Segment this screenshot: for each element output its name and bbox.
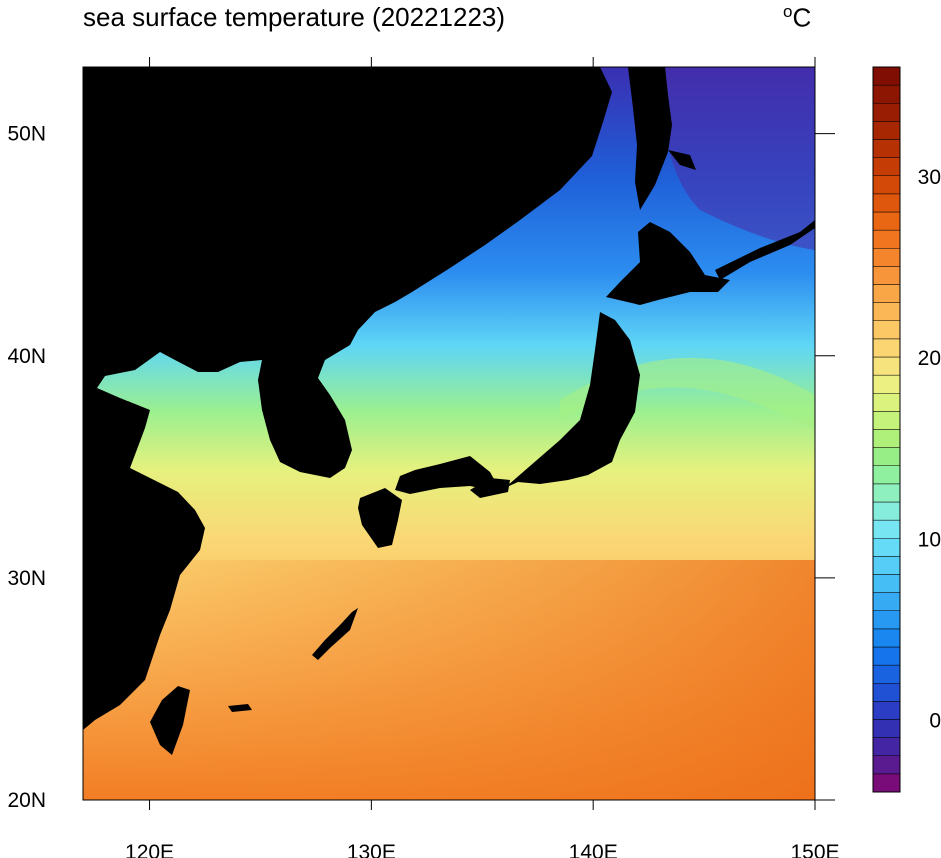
kuril-islands [715,220,815,280]
colorbar-swatch [872,664,901,684]
colorbar-swatch [872,139,901,158]
shikoku [470,478,510,498]
colorbar-swatch [872,737,901,756]
colorbar-swatch [872,248,901,267]
colorbar-swatch [872,411,901,430]
sakhalin [628,67,672,210]
colorbar-swatch [872,103,901,122]
colorbar-swatch [872,284,901,303]
colorbar-swatch [872,229,901,249]
degree-symbol: o [783,2,793,21]
colorbar-swatch [872,356,901,376]
colorbar-swatch [872,610,901,630]
colorbar-swatch [872,429,901,448]
lat-tick-label: 20N [7,789,46,812]
colorbar-tick-label: 0 [929,710,941,733]
colorbar-swatch [872,84,901,104]
map-title: sea surface temperature (20221223) [83,2,506,32]
colorbar-frame [872,66,901,793]
map-frame [82,66,816,801]
units-label: oC [783,2,811,34]
lat-tick-label: 40N [7,345,46,368]
colorbar-swatch [872,338,901,358]
map-axes: 120E 130E 140E 150E 20N 30N 40N 50N [7,57,840,858]
colorbar-swatch [872,320,901,340]
taiwan [150,686,190,755]
colorbar-swatch [872,266,901,285]
colorbar-swatch [872,302,901,321]
colorbar-swatch [872,755,901,775]
colorbar-swatch [872,519,901,539]
colorbar-swatch [872,393,901,412]
colorbar-swatch [872,501,901,521]
colorbar-swatch [872,773,901,793]
colorbar-swatch [872,66,901,86]
lon-tick-label: 120E [125,841,174,858]
colorbar-swatch [872,211,901,231]
map-plot-area [83,67,815,800]
units-letter: C [792,2,812,33]
colorbar-swatch [872,175,901,195]
colorbar-swatch [872,538,901,557]
colorbar-tick-label: 10 [918,528,941,551]
colorbar-swatch [872,121,901,140]
colorbar-swatch [872,157,901,176]
lat-tick-label: 30N [7,567,46,590]
cold-pool-shading [660,67,815,250]
colorbar-swatch [872,646,901,666]
hokkaido [606,222,730,305]
colorbar-tick-label: 30 [918,166,941,189]
colorbar-swatch [872,683,901,702]
colorbar-swatch [872,574,901,593]
colorbar-swatch [872,701,901,720]
warm-pool-shading [83,560,815,800]
colorbar-swatch [872,374,901,394]
colorbar-swatch [872,193,901,213]
lon-tick-label: 130E [347,841,396,858]
yaeyama-islands [228,704,252,712]
colorbar-swatch [872,465,901,485]
colorbar: 0 10 20 30 [872,66,941,793]
colorbar-tick-label: 20 [918,347,941,370]
lon-tick-label: 140E [569,841,618,858]
colorbar-swatch [872,483,901,503]
colorbar-swatch [872,592,901,611]
kamchatka-coast [668,150,696,170]
mainland-asia [83,67,612,730]
kyushu [358,488,402,548]
colorbar-swatch [872,447,901,466]
colorbar-swatch [872,719,901,738]
lon-tick-label: 150E [790,841,839,858]
lat-tick-label: 50N [7,123,46,146]
colorbar-swatch [872,556,901,575]
honshu [395,312,640,494]
colorbar-swatch [872,628,901,648]
ryukyu-islands [312,608,358,660]
